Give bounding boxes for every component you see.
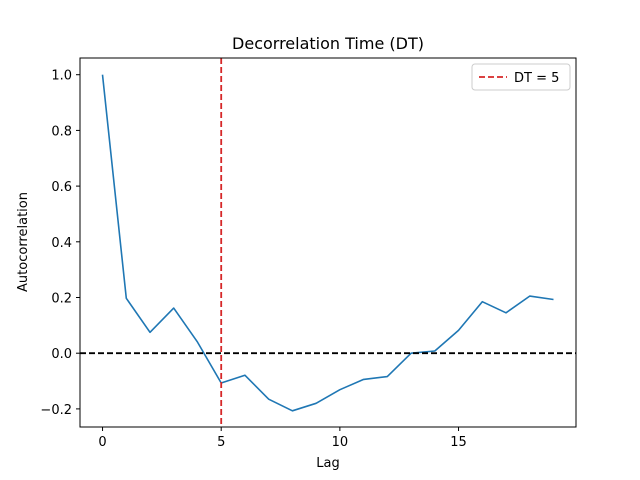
y-tick-label: 0.2 xyxy=(51,292,72,307)
y-axis-label: Autocorrelation xyxy=(16,192,31,292)
y-tick-label: 1.0 xyxy=(51,69,72,84)
autocorrelation-line xyxy=(101,74,554,412)
plot-area xyxy=(80,58,576,427)
legend: DT = 5 xyxy=(471,63,571,91)
chart-title: Decorrelation Time (DT) xyxy=(232,34,424,53)
x-axis-label: Lag xyxy=(316,456,339,471)
legend-box xyxy=(471,63,571,91)
legend-label-dt: DT = 5 xyxy=(514,71,559,86)
y-tick-label: −0.2 xyxy=(40,403,72,418)
y-axis: −0.2 0.0 0.2 0.4 0.6 0.8 1.0 xyxy=(40,69,80,418)
x-tick-label: 0 xyxy=(98,435,106,450)
y-tick-label: 0.0 xyxy=(51,347,72,362)
x-tick-label: 15 xyxy=(450,435,467,450)
plot-frame xyxy=(79,57,577,428)
y-tick-label: 0.6 xyxy=(51,180,72,195)
x-axis: 0 5 10 15 xyxy=(98,427,467,450)
x-tick-label: 10 xyxy=(332,435,349,450)
x-tick-label: 5 xyxy=(217,435,225,450)
y-tick-label: 0.8 xyxy=(51,124,72,139)
y-tick-label: 0.4 xyxy=(51,236,72,251)
